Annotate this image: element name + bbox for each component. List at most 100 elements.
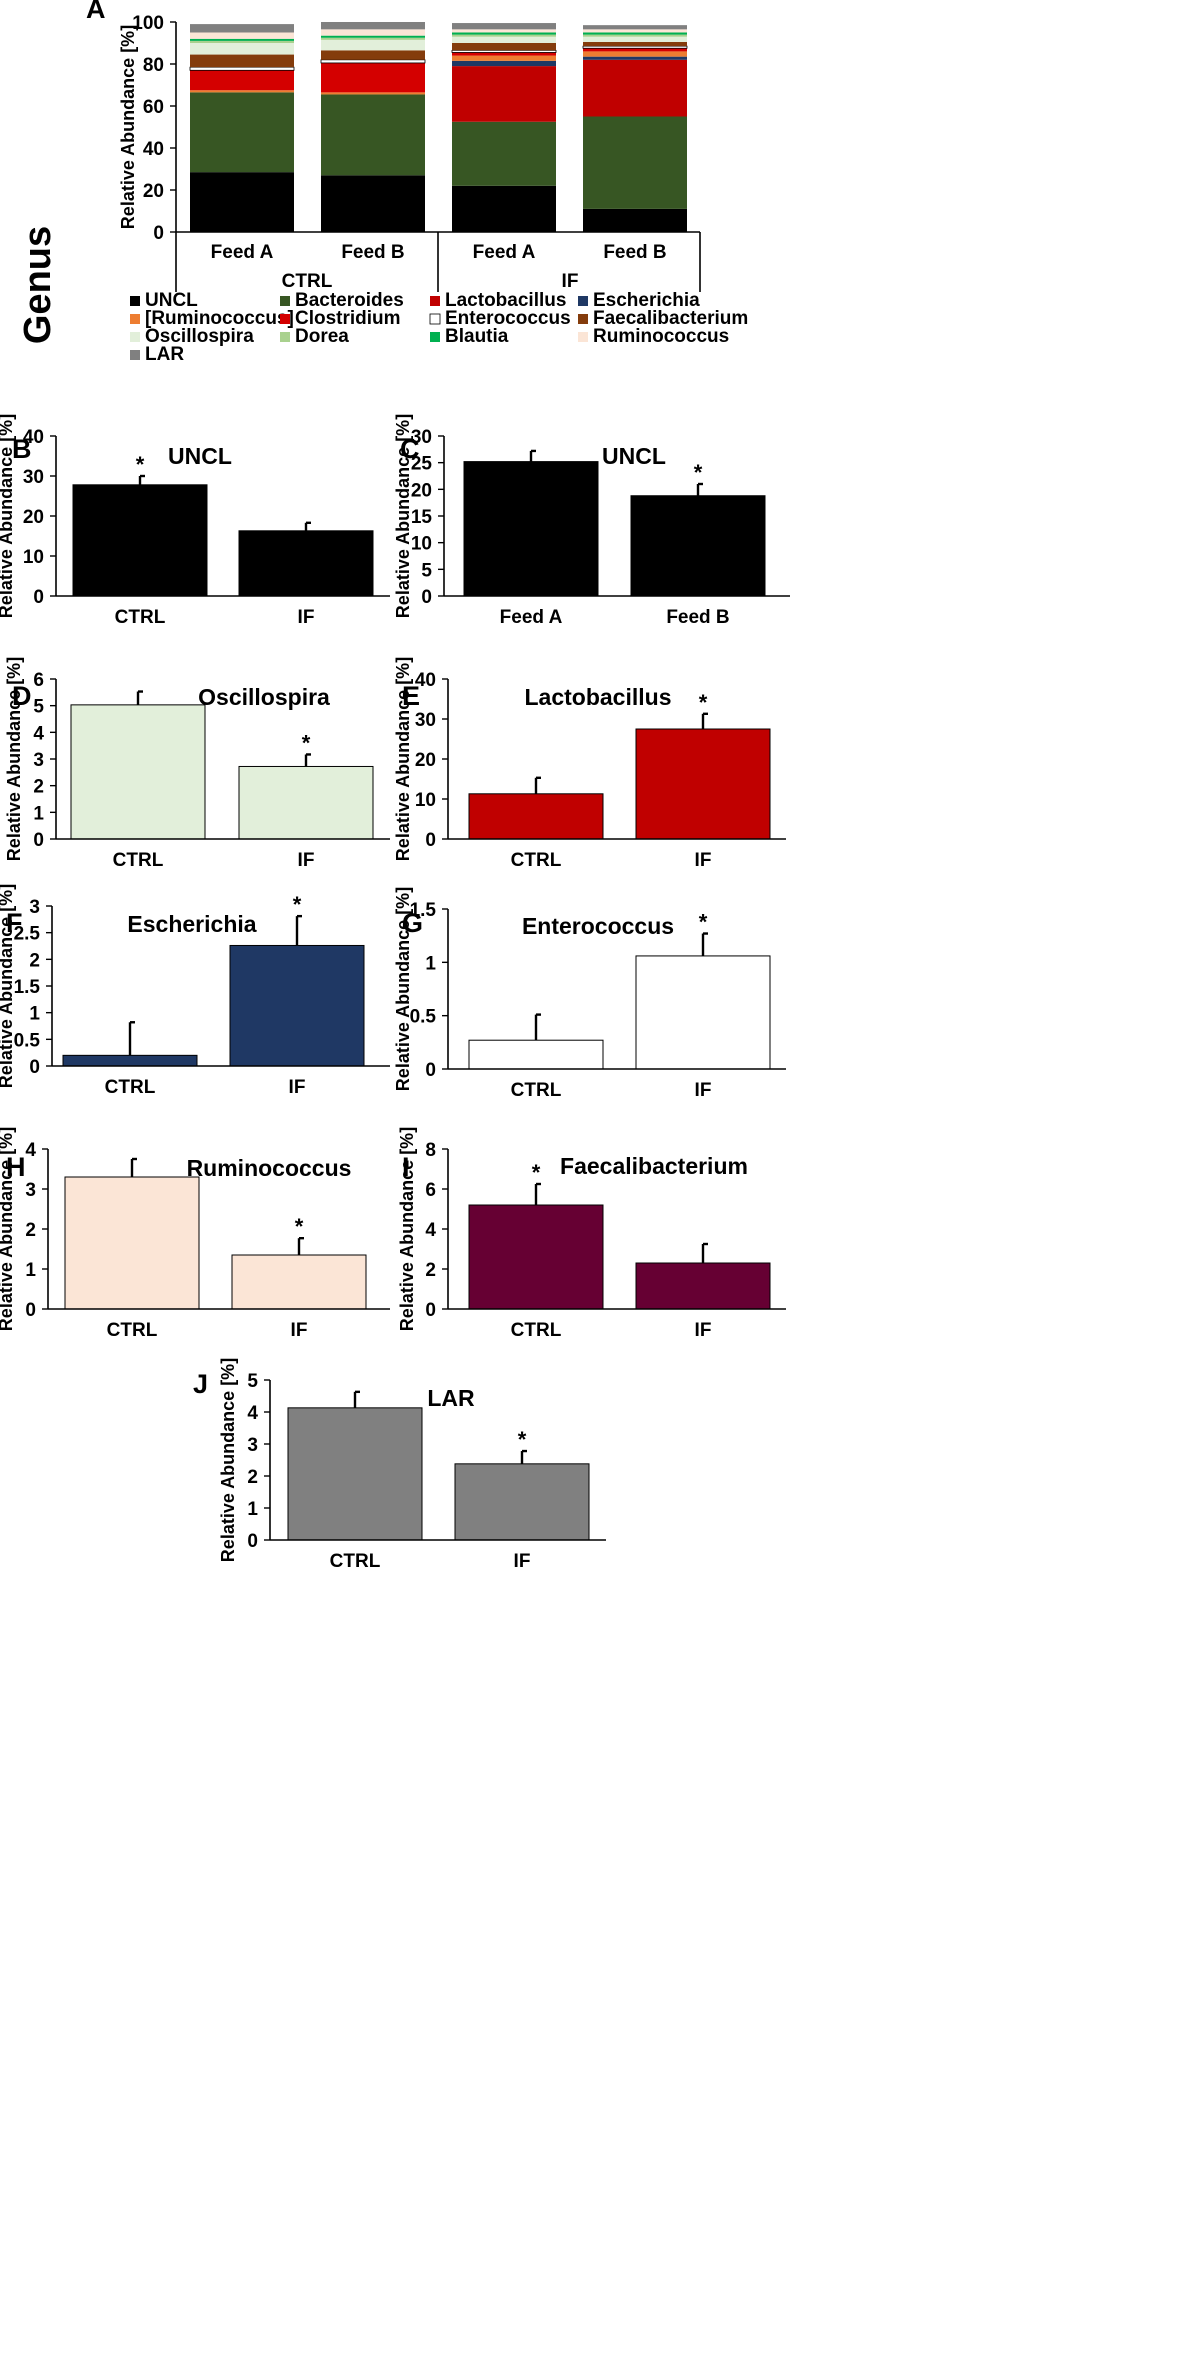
bar xyxy=(287,1407,423,1541)
y-tick-label: 1 xyxy=(29,1004,40,1025)
stacked-bar-segment xyxy=(583,59,687,117)
stacked-bar-segment xyxy=(583,116,687,209)
chart-title: Faecalibacterium xyxy=(560,1153,748,1179)
stacked-bar-segment xyxy=(452,23,556,30)
x-category-label: Feed A xyxy=(473,242,536,263)
y-tick-label: 0 xyxy=(29,1057,40,1078)
bar xyxy=(229,944,365,1067)
y-tick-label: 20 xyxy=(411,480,432,501)
chart-panel-i: I Faecalibacterium * CTRL IF 0 2 4 6 8 Relative Ab… xyxy=(397,1127,786,1341)
bar xyxy=(635,728,771,840)
stacked-bar-segment xyxy=(583,25,687,30)
y-axis-label: Relative Abundance [%] xyxy=(0,1127,16,1331)
stacked-bar-segment xyxy=(583,51,687,57)
y-tick-label: 60 xyxy=(143,97,164,118)
stacked-bar-segment xyxy=(452,43,556,51)
x-category-label: CTRL xyxy=(511,1320,562,1341)
stacked-bar-segment xyxy=(190,38,294,41)
stacked-bar-segment xyxy=(321,29,425,36)
y-tick-label: 4 xyxy=(25,1140,36,1161)
y-axis-label: Relative Abundance [%] xyxy=(397,1127,417,1331)
significance-star: * xyxy=(532,1160,541,1185)
stacked-bar-segment xyxy=(190,172,294,232)
legend-swatch xyxy=(280,314,290,324)
stacked-bar-segment xyxy=(452,36,556,43)
x-category-label: IF xyxy=(289,1077,306,1098)
y-tick-label: 4 xyxy=(247,1403,258,1424)
y-tick-label: 10 xyxy=(23,547,44,568)
legend-swatch xyxy=(430,332,440,342)
y-tick-label: 4 xyxy=(425,1220,436,1241)
bar xyxy=(72,484,208,597)
chart-panel-d: D Oscillospira CTRL * IF 0 1 2 3 4 5 6 Relative Abun… xyxy=(4,657,390,871)
x-category-label: CTRL xyxy=(511,850,562,871)
y-tick-label: 5 xyxy=(247,1371,258,1392)
x-category-label: IF xyxy=(291,1320,308,1341)
stacked-bar-segment xyxy=(190,90,294,93)
chart-title: Ruminococcus xyxy=(187,1155,352,1181)
stacked-bar-segment xyxy=(190,32,294,39)
genus-side-label: Genus xyxy=(17,226,59,344)
stacked-bar-segment xyxy=(189,66,295,71)
legend-swatch xyxy=(280,296,290,306)
y-tick-label: 8 xyxy=(425,1140,436,1161)
stacked-bar-segment xyxy=(321,92,425,95)
group-label: IF xyxy=(562,271,579,292)
chart-panel-b: B UNCL * CTRL IF 0 10 20 30 40 Relative Abundance … xyxy=(0,414,390,628)
x-category-label: CTRL xyxy=(330,1551,381,1572)
x-category-label: IF xyxy=(298,607,315,628)
chart-title: Escherichia xyxy=(127,911,256,937)
panel-label: E xyxy=(402,681,420,711)
y-tick-label: 4 xyxy=(33,723,44,744)
y-tick-label: 30 xyxy=(411,427,432,448)
y-tick-label: 0 xyxy=(33,587,44,608)
y-tick-label: 15 xyxy=(411,507,433,528)
y-axis-label: Relative Abundance [%] xyxy=(393,887,413,1091)
x-category-label: IF xyxy=(514,1551,531,1572)
panel-label: F xyxy=(6,908,23,938)
y-tick-label: 2 xyxy=(425,1260,436,1281)
y-tick-label: 1 xyxy=(247,1499,258,1520)
bar xyxy=(468,793,604,840)
y-tick-label: 6 xyxy=(33,670,44,691)
panel-label: C xyxy=(400,434,420,464)
y-tick-label: 20 xyxy=(415,750,436,771)
y-axis-label: Relative Abundance [%] xyxy=(0,414,16,618)
stacked-bar-segment xyxy=(452,34,556,37)
legend-entry: Enterococcus xyxy=(445,308,571,329)
y-tick-label: 3 xyxy=(33,750,44,771)
x-category-label: Feed A xyxy=(211,242,274,263)
y-tick-label: 5 xyxy=(33,697,44,718)
stacked-bar-segment xyxy=(321,94,425,176)
stacked-bar-segment xyxy=(583,34,687,37)
stacked-bar-segment xyxy=(582,45,688,49)
legend-entry: Faecalibacterium xyxy=(593,308,748,329)
y-tick-label: 20 xyxy=(143,181,164,202)
stacked-bar-segment xyxy=(452,29,556,33)
chart-title: Lactobacillus xyxy=(525,684,672,710)
stacked-bar-segment xyxy=(190,40,294,43)
y-axis-label: Relative Abundance [%] xyxy=(0,884,16,1088)
legend-swatch xyxy=(130,296,140,306)
significance-star: * xyxy=(518,1427,527,1452)
y-tick-label: 1 xyxy=(425,953,436,974)
y-tick-label: 1.5 xyxy=(14,977,41,998)
stacked-bar-segment xyxy=(451,49,557,53)
legend-entry: Clostridium xyxy=(295,308,401,329)
y-tick-label: 2.5 xyxy=(14,924,41,945)
y-tick-label: 3 xyxy=(247,1435,258,1456)
legend-swatch xyxy=(280,332,290,342)
chart-title: UNCL xyxy=(602,443,666,469)
legend-entry: Lactobacillus xyxy=(445,290,566,311)
stacked-bar-segment xyxy=(190,24,294,33)
y-tick-label: 100 xyxy=(132,13,164,34)
y-tick-label: 3 xyxy=(29,897,40,918)
stacked-bar-segment xyxy=(583,36,687,42)
chart-panel-f: F Escherichia CTRL * IF 0 0.5 1 1.5 2 2.5 3 Relative… xyxy=(0,884,390,1098)
stacked-bar-segment xyxy=(321,35,425,38)
x-category-label: CTRL xyxy=(511,1080,562,1101)
chart-panel-h: H Ruminococcus CTRL * IF 0 1 2 3 4 Relative Abunda… xyxy=(0,1127,390,1341)
stacked-bar-segment xyxy=(452,32,556,35)
legend-swatch xyxy=(130,314,140,324)
